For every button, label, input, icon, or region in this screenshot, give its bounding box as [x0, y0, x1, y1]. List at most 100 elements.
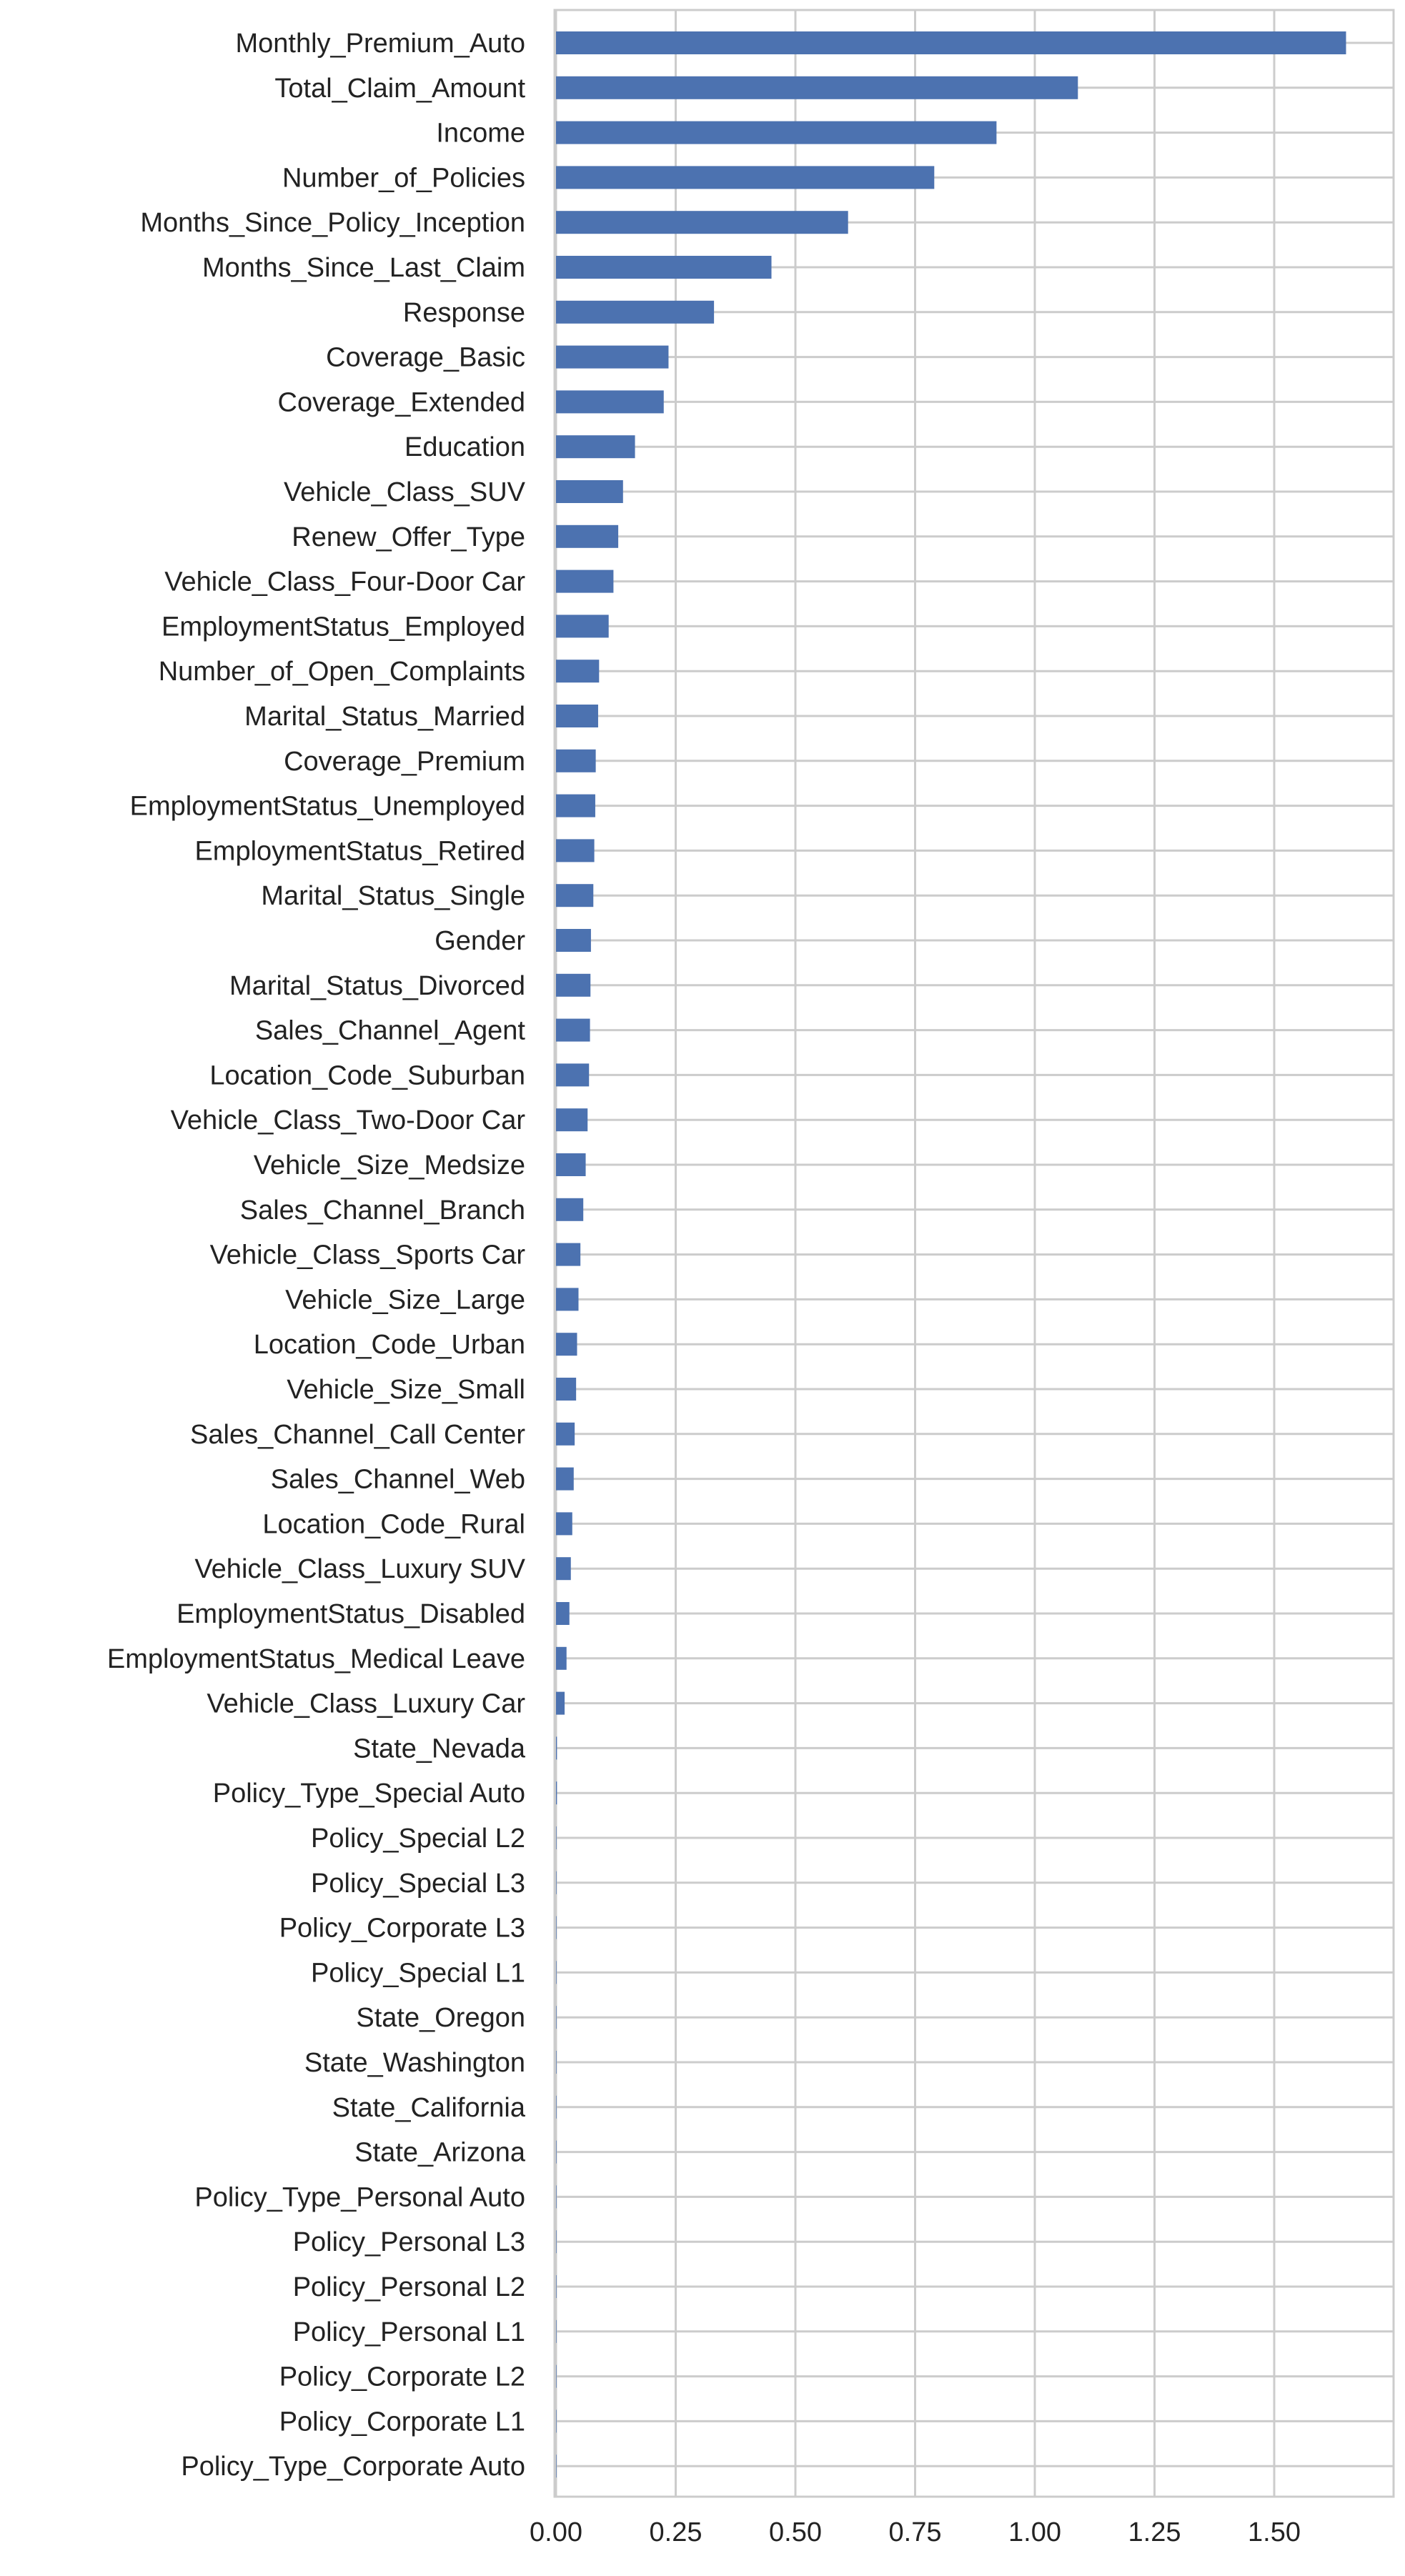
- category-label: Policy_Special L1: [311, 1958, 525, 1988]
- bar: [556, 1826, 557, 1849]
- bar: [556, 2006, 557, 2029]
- bar: [556, 1063, 590, 1087]
- category-label: Months_Since_Last_Claim: [202, 253, 525, 283]
- bar: [556, 1018, 590, 1042]
- plot-border: [553, 9, 1395, 2498]
- bar: [556, 2051, 557, 2074]
- bar: [556, 2275, 557, 2298]
- category-label: EmploymentStatus_Disabled: [177, 1599, 525, 1629]
- bar: [556, 1198, 584, 1221]
- category-label: EmploymentStatus_Employed: [162, 612, 525, 642]
- plot-area: [553, 9, 1395, 2498]
- category-label: Policy_Type_Corporate Auto: [181, 2452, 525, 2482]
- category-label: Number_of_Open_Complaints: [159, 657, 525, 687]
- bar: [556, 390, 664, 414]
- category-label: Policy_Special L2: [311, 1824, 525, 1854]
- x-tick-label: 1.25: [1128, 2517, 1181, 2547]
- category-label: Policy_Personal L1: [293, 2317, 525, 2347]
- category-label: Coverage_Extended: [278, 387, 525, 417]
- x-tick-label: 0.25: [650, 2517, 702, 2547]
- bar: [556, 705, 598, 727]
- bar: [556, 1108, 588, 1132]
- bar: [556, 480, 623, 503]
- category-label: State_California: [332, 2093, 526, 2123]
- bar: [556, 929, 591, 952]
- bar: [556, 1736, 557, 1760]
- bar: [556, 1333, 577, 1356]
- bar: [556, 2455, 557, 2478]
- category-label: Vehicle_Class_Luxury Car: [207, 1689, 525, 1719]
- category-label: Marital_Status_Married: [244, 702, 525, 732]
- category-label: Vehicle_Size_Small: [287, 1375, 525, 1405]
- category-label: Location_Code_Rural: [262, 1509, 525, 1539]
- bar: [556, 1467, 574, 1491]
- category-label: Total_Claim_Amount: [274, 74, 525, 104]
- bar: [556, 2230, 557, 2254]
- category-label: Education: [404, 432, 525, 462]
- bar: [556, 839, 595, 862]
- bar: [556, 1602, 570, 1625]
- category-label: Sales_Channel_Branch: [240, 1195, 525, 1225]
- category-label: State_Washington: [304, 2048, 525, 2078]
- category-label: Vehicle_Class_Luxury SUV: [194, 1554, 525, 1584]
- x-tick-label: 1.50: [1248, 2517, 1301, 2547]
- bar: [556, 749, 596, 772]
- x-tick-labels: 0.00 0.25 0.50 0.75 1.00 1.25 1.50: [530, 2517, 1301, 2547]
- bar: [556, 1288, 579, 1311]
- bar: [556, 121, 997, 144]
- category-label: Policy_Type_Special Auto: [213, 1779, 525, 1809]
- category-label: Number_of_Policies: [282, 163, 525, 193]
- category-label: Location_Code_Urban: [254, 1330, 525, 1360]
- bar: [556, 1512, 572, 1536]
- bar: [556, 2319, 557, 2343]
- x-tick-label: 0.50: [769, 2517, 822, 2547]
- bar: [556, 211, 848, 234]
- category-label: State_Arizona: [354, 2138, 526, 2168]
- category-label: Coverage_Basic: [326, 343, 525, 373]
- category-label: Policy_Corporate L2: [279, 2362, 525, 2392]
- bar: [556, 1557, 571, 1581]
- bar: [556, 300, 715, 324]
- bar: [556, 1781, 557, 1805]
- bar: [556, 615, 609, 638]
- bar: [556, 1422, 575, 1446]
- bar: [556, 524, 619, 548]
- category-label: EmploymentStatus_Medical Leave: [107, 1644, 525, 1674]
- category-label: Renew_Offer_Type: [292, 522, 525, 552]
- bar: [556, 794, 595, 817]
- category-label: Gender: [435, 926, 525, 956]
- category-label: Policy_Corporate L1: [279, 2407, 525, 2437]
- category-label: Vehicle_Size_Large: [285, 1285, 525, 1315]
- bar: [556, 1961, 557, 1984]
- bar: [556, 1916, 557, 1939]
- category-label: Policy_Type_Personal Auto: [194, 2182, 525, 2212]
- bar: [556, 570, 614, 593]
- bar: [556, 2410, 557, 2433]
- category-label: Coverage_Premium: [284, 747, 525, 777]
- bar: [556, 256, 772, 279]
- category-label: Months_Since_Policy_Inception: [140, 208, 525, 238]
- bar: [556, 884, 594, 907]
- bar: [556, 1691, 565, 1715]
- category-labels: Monthly_Premium_Auto Total_Claim_Amount In…: [107, 29, 526, 2482]
- category-label: Policy_Personal L3: [293, 2227, 525, 2257]
- bar: [556, 1378, 577, 1401]
- bar: [556, 1646, 567, 1670]
- category-label: Vehicle_Size_Medsize: [254, 1150, 525, 1180]
- bar: [556, 76, 1078, 99]
- x-tick-label: 0.75: [889, 2517, 942, 2547]
- bar: [556, 31, 1346, 54]
- category-label: EmploymentStatus_Unemployed: [130, 792, 525, 822]
- bar: [556, 1871, 557, 1894]
- bar: [556, 2364, 557, 2388]
- bar: [556, 166, 935, 189]
- category-label: Vehicle_Class_SUV: [284, 477, 526, 507]
- category-label: Income: [436, 119, 525, 149]
- category-label: Marital_Status_Single: [261, 881, 525, 911]
- x-tick-label: 0.00: [530, 2517, 582, 2547]
- category-label: Policy_Special L3: [311, 1869, 525, 1899]
- category-label: Monthly_Premium_Auto: [235, 29, 525, 59]
- category-label: Sales_Channel_Agent: [255, 1016, 526, 1046]
- category-label: EmploymentStatus_Retired: [194, 836, 525, 866]
